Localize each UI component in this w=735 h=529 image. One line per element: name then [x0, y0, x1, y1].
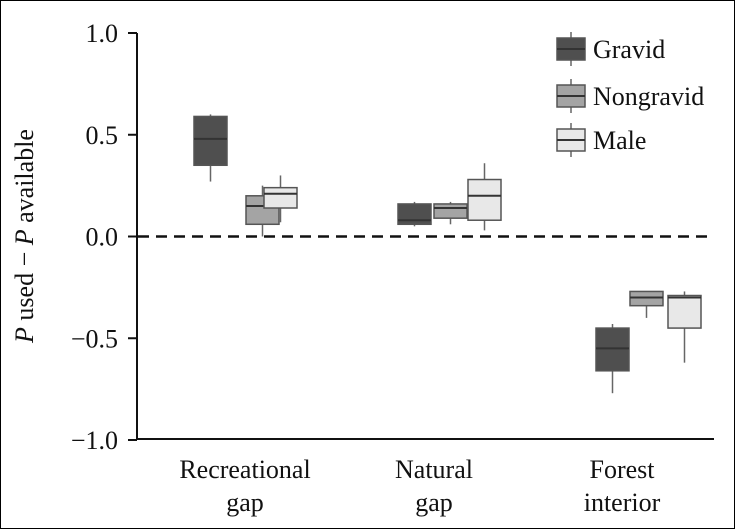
legend-item-nongravid: Nongravid [556, 79, 704, 113]
y-tick-label: −0.5 [71, 324, 118, 353]
y-tick-label: 0.5 [86, 121, 119, 150]
box-nongravid [433, 201, 468, 225]
box-male [467, 163, 502, 231]
box-gravid [397, 201, 432, 227]
box-body [667, 294, 702, 329]
x-tick-label: gap [415, 488, 453, 517]
y-tick-label: 1.0 [86, 19, 119, 48]
x-tick-label: interior [584, 488, 661, 517]
box-body [397, 203, 432, 226]
legend-label: Male [593, 126, 646, 155]
y-tick-label: 0.0 [86, 223, 119, 252]
box-body [467, 178, 502, 221]
boxes [193, 114, 702, 394]
x-tick-label: Forest [590, 455, 656, 484]
legend-item-male: Male [556, 123, 646, 157]
box-male [263, 175, 298, 223]
box-gravid [595, 324, 630, 394]
box-body [629, 290, 664, 307]
x-tick-label: gap [226, 488, 264, 517]
box-body [595, 327, 630, 372]
legend-label: Gravid [593, 35, 665, 64]
box-body [193, 115, 228, 167]
legend-item-gravid: Gravid [556, 32, 665, 66]
y-axis-label: P used − P available [10, 129, 39, 344]
x-tick-label: Natural [395, 455, 473, 484]
legend-label: Nongravid [593, 82, 704, 111]
box-gravid [193, 114, 228, 182]
x-tick-labels: Recreational gap Natural gap Forest interior [179, 455, 660, 517]
box-nongravid [629, 290, 664, 318]
box-body [433, 203, 468, 219]
x-tick-label: Recreational [179, 455, 310, 484]
box-body [263, 186, 298, 209]
y-tick-label: −1.0 [71, 426, 118, 455]
box-male [667, 291, 702, 363]
legend: Gravid Nongravid Male [556, 32, 704, 157]
y-ticks: 1.0 0.5 0.0 −0.5 −1.0 [71, 19, 137, 455]
